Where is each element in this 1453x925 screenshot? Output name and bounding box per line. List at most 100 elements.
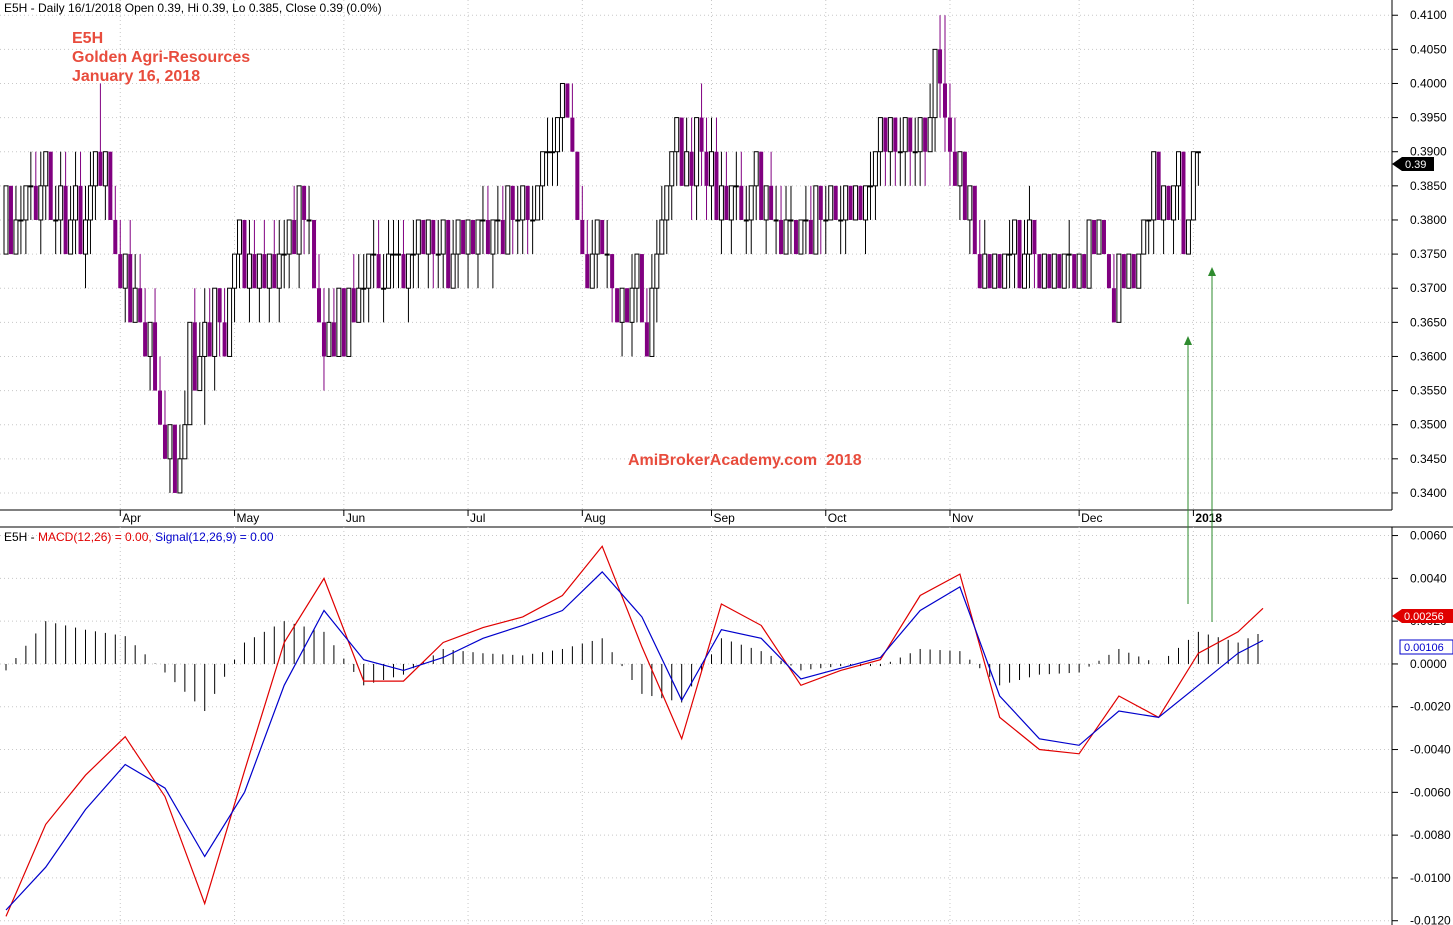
price-bar-body xyxy=(604,253,610,256)
price-y-tick-label: 0.4100 xyxy=(1410,8,1447,22)
price-bar-body xyxy=(853,185,859,221)
price-bar-body xyxy=(202,321,208,357)
price-bar-body xyxy=(679,117,684,186)
price-bar-body xyxy=(1151,151,1157,221)
price-bar-body xyxy=(53,219,59,222)
price-bar-body xyxy=(808,219,813,255)
price-bar-body xyxy=(1047,254,1052,289)
price-bar-body xyxy=(923,117,928,152)
price-bar-body xyxy=(843,185,849,221)
price-bar-body xyxy=(708,151,714,187)
price-bar-body xyxy=(246,253,252,289)
price-bar-body xyxy=(8,185,13,255)
price-y-tick-label: 0.3650 xyxy=(1410,315,1447,329)
price-bar-body xyxy=(1007,253,1013,256)
price-bar-body xyxy=(500,219,505,255)
price-bar-body xyxy=(405,253,411,289)
price-bar-body xyxy=(932,48,938,119)
month-label: Apr xyxy=(122,511,141,525)
price-bar-body xyxy=(798,219,804,255)
price-bar-body xyxy=(505,185,511,255)
price-bar-body xyxy=(361,287,367,290)
price-bar-body xyxy=(938,49,943,84)
macd-header: E5H - MACD(12,26) = 0.00, Signal(12,26,9… xyxy=(4,530,274,544)
macd-y-tick-label: -0.0060 xyxy=(1410,785,1451,799)
price-bar-body xyxy=(292,219,297,255)
price-bar-body xyxy=(1111,288,1116,323)
price-bar-body xyxy=(371,253,377,256)
price-bar-body xyxy=(967,185,973,221)
macd-y-tick-label: 0.0040 xyxy=(1410,571,1447,585)
price-bar-body xyxy=(952,151,957,186)
arrow-1-head xyxy=(1184,336,1192,345)
price-bar-body xyxy=(306,219,312,222)
price-bar-body xyxy=(982,253,988,289)
price-bar-body xyxy=(872,151,878,187)
macd-y-tick-label: 0.0060 xyxy=(1410,529,1447,543)
price-bar-body xyxy=(580,219,585,255)
price-bar-body xyxy=(276,253,282,289)
price-y-tick-label: 0.3400 xyxy=(1410,486,1447,500)
price-y-tick-label: 0.3700 xyxy=(1410,281,1447,295)
price-bar-body xyxy=(78,185,83,255)
macd-y-tick-label: -0.0100 xyxy=(1410,871,1451,885)
price-bar-body xyxy=(1166,185,1171,220)
price-bar-body xyxy=(58,185,64,221)
price-bar-body xyxy=(113,219,118,255)
price-bar-body xyxy=(18,219,24,222)
macd-y-tick-label: 0.0000 xyxy=(1410,657,1447,671)
price-bar-body xyxy=(902,117,908,153)
price-bar-body xyxy=(848,185,853,220)
price-bar-body xyxy=(495,219,501,222)
price-bar-body xyxy=(222,322,227,357)
price-bar-body xyxy=(346,287,352,357)
price-bar-body xyxy=(972,185,977,255)
price-bar-body xyxy=(1017,219,1022,289)
price-bar-body xyxy=(669,151,675,187)
price-panel-frame xyxy=(0,0,1392,510)
macd-y-tick-label: -0.0120 xyxy=(1410,914,1451,925)
price-bar-body xyxy=(917,117,923,153)
price-bar-body xyxy=(158,390,163,425)
price-bar-body xyxy=(813,185,819,255)
price-bar-body xyxy=(381,287,387,290)
price-bar-body xyxy=(3,185,9,255)
price-bar-body xyxy=(212,287,218,357)
price-bar-body xyxy=(98,151,103,186)
price-bar-body xyxy=(779,219,784,255)
month-label: Nov xyxy=(952,511,973,525)
price-bar-body xyxy=(68,219,74,255)
symbol-title: E5H xyxy=(72,30,103,47)
price-bar-body xyxy=(73,185,79,221)
price-bar-body xyxy=(1076,253,1082,289)
price-bar-body xyxy=(818,185,823,220)
price-bar-body xyxy=(739,185,744,220)
price-bar-body xyxy=(461,219,466,255)
price-bar-body xyxy=(1195,151,1201,154)
price-bar-body xyxy=(128,254,133,323)
price-y-tick-label: 0.3600 xyxy=(1410,349,1447,363)
macd-header-prefix: E5H - xyxy=(4,530,38,544)
price-bar-body xyxy=(535,185,541,221)
watermark: AmiBrokerAcademy.com 2018 xyxy=(628,452,862,469)
price-y-tick-label: 0.3750 xyxy=(1410,247,1447,261)
macd-badge-text: 0.00256 xyxy=(1404,611,1444,623)
price-bar-body xyxy=(615,288,620,323)
price-bar-body xyxy=(1141,219,1147,255)
price-bar-body xyxy=(281,253,287,256)
annotation-arrows xyxy=(1184,267,1216,622)
price-bar-body xyxy=(286,219,292,255)
price-bar-body xyxy=(594,219,600,255)
price-bar-body xyxy=(321,322,326,357)
price-bar-body xyxy=(828,185,834,221)
price-bar-body xyxy=(525,185,530,220)
price-bar-body xyxy=(490,219,496,255)
price-bar-body xyxy=(341,288,346,357)
price-badge-text: 0.39 xyxy=(1405,159,1426,171)
price-bar-body xyxy=(625,288,630,323)
price-bar-body xyxy=(893,117,898,152)
price-bar-body xyxy=(649,287,655,357)
price-bar-body xyxy=(1185,219,1191,255)
price-bar-body xyxy=(575,151,580,220)
price-bar-body xyxy=(803,219,809,222)
